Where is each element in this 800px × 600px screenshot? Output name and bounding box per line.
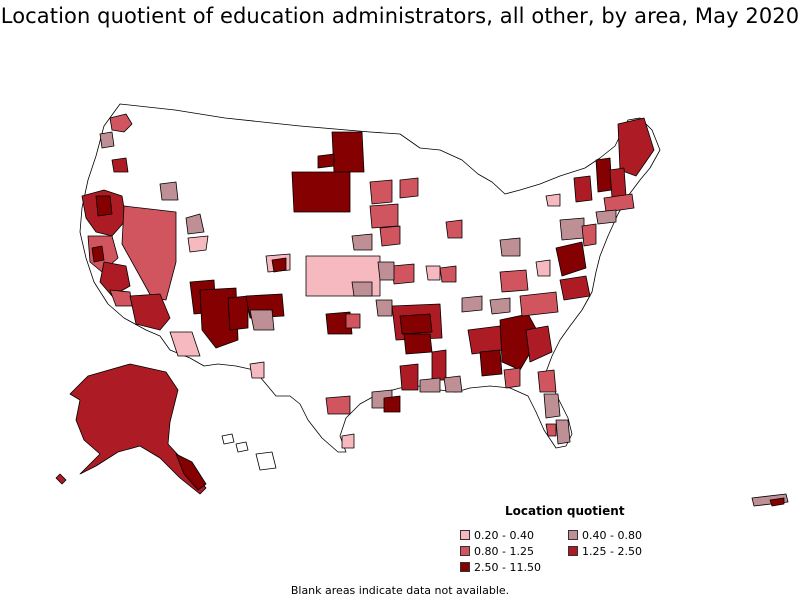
legend-label-3: 1.25 - 2.50 — [582, 544, 642, 558]
legend-swatch-2 — [460, 546, 470, 556]
legend-label-1: 0.40 - 0.80 — [582, 528, 642, 542]
region-georgia-3 — [503, 367, 521, 389]
region-florida-4 — [545, 423, 557, 437]
legend-item-4: 2.50 - 11.50 — [460, 560, 541, 574]
region-idaho-small — [159, 181, 179, 201]
footnote: Blank areas indicate data not available. — [290, 584, 510, 597]
region-maine — [617, 117, 655, 177]
region-iowa-2 — [379, 225, 401, 247]
region-texas-houston — [383, 395, 401, 413]
region-puerto-rico-2 — [769, 497, 785, 507]
region-utah-mid — [187, 235, 209, 253]
region-west-virginia — [535, 259, 551, 277]
region-texas-south — [341, 433, 355, 449]
region-ny-west — [545, 193, 561, 207]
region-massachusetts — [603, 193, 635, 213]
region-ohio-1 — [499, 237, 521, 257]
region-connecticut — [595, 209, 617, 225]
region-virginia-2 — [559, 275, 591, 301]
region-kentucky — [499, 269, 529, 293]
region-utah-north — [185, 213, 205, 235]
legend-label-4: 2.50 - 11.50 — [474, 560, 541, 574]
region-michigan — [445, 219, 463, 239]
region-wisconsin — [399, 177, 419, 199]
region-minnesota-1 — [369, 179, 393, 205]
region-new-hampshire — [609, 167, 627, 199]
region-indiana — [439, 265, 457, 283]
legend-title: Location quotient — [505, 504, 625, 518]
region-south-carolina-2 — [525, 325, 553, 363]
region-washington-east — [99, 131, 115, 149]
region-arkansas-2 — [399, 313, 433, 335]
region-vermont — [595, 157, 613, 193]
region-arizona-south — [169, 331, 201, 357]
region-florida-3 — [555, 419, 571, 445]
region-tennessee-2 — [489, 297, 511, 315]
region-alaska — [69, 363, 207, 495]
region-arizona-west — [129, 293, 171, 331]
region-colorado-sw — [249, 309, 275, 331]
region-north-dakota — [331, 131, 365, 173]
region-florida-2 — [543, 393, 561, 419]
legend-swatch-0 — [460, 530, 470, 540]
region-hawaii-1 — [221, 433, 235, 445]
legend-label-2: 0.80 - 1.25 — [474, 544, 534, 558]
legend-item-0: 0.20 - 0.40 — [460, 528, 534, 542]
region-iowa-1 — [351, 233, 373, 251]
legend-item-2: 0.80 - 1.25 — [460, 544, 534, 558]
region-arkansas-3 — [403, 333, 433, 355]
region-kansas-east — [351, 281, 373, 297]
region-arkansas-4 — [375, 299, 393, 317]
region-oregon-mid — [111, 157, 129, 173]
region-missouri-2 — [377, 261, 395, 281]
region-new-jersey — [581, 223, 597, 247]
region-colorado-small — [271, 257, 287, 273]
legend-swatch-1 — [568, 530, 578, 540]
region-mississippi-1 — [431, 349, 447, 381]
region-north-carolina — [519, 291, 559, 317]
legend-swatch-4 — [460, 562, 470, 572]
region-california-bay — [91, 245, 105, 263]
region-florida-1 — [537, 369, 557, 393]
region-new-mexico-south — [249, 361, 265, 379]
region-new-york-east — [573, 175, 593, 203]
region-louisiana-1 — [399, 363, 419, 391]
region-texas-central — [325, 395, 351, 415]
region-oklahoma-east — [345, 313, 361, 329]
region-new-mexico-mid — [227, 295, 249, 331]
region-virginia-1 — [555, 241, 587, 277]
region-illinois — [425, 265, 441, 281]
region-south-dakota — [291, 171, 351, 213]
region-minnesota-2 — [369, 203, 399, 229]
region-alaska-south — [175, 453, 207, 491]
region-missouri-1 — [391, 263, 415, 285]
region-nevada — [121, 205, 177, 301]
region-georgia-2 — [479, 349, 503, 377]
region-pennsylvania — [559, 217, 585, 241]
region-hawaii-2 — [235, 441, 249, 453]
legend-item-3: 1.25 - 2.50 — [568, 544, 642, 558]
legend-label-0: 0.20 - 0.40 — [474, 528, 534, 542]
region-dakota-small — [317, 153, 335, 169]
region-washington-west — [109, 113, 133, 133]
page-title: Location quotient of education administr… — [0, 4, 800, 28]
region-louisiana-2 — [419, 377, 441, 393]
region-alaska-aleutians — [55, 473, 67, 485]
region-tennessee-1 — [461, 295, 483, 313]
region-alabama — [443, 375, 463, 393]
region-hawaii-3 — [255, 451, 277, 471]
legend-swatch-3 — [568, 546, 578, 556]
legend-item-1: 0.40 - 0.80 — [568, 528, 642, 542]
region-oklahoma — [325, 311, 353, 335]
region-california-north-2 — [95, 195, 113, 217]
